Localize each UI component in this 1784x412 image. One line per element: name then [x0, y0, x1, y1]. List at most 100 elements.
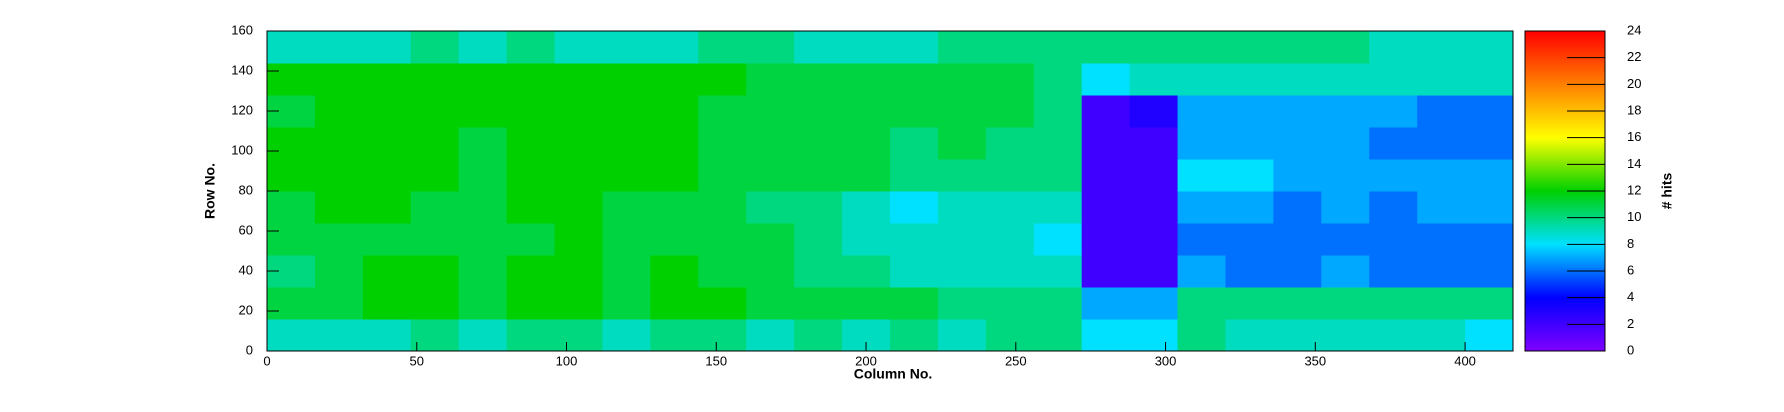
- heatmap-cell: [842, 31, 891, 64]
- heatmap-cell: [1177, 191, 1226, 224]
- heatmap-cell: [410, 255, 460, 288]
- heatmap-cell: [1321, 223, 1370, 256]
- x-tick-label: 250: [1005, 353, 1027, 368]
- heatmap-cell: [554, 191, 603, 224]
- heatmap-cell: [1225, 31, 1274, 64]
- heatmap-cell: [937, 287, 987, 320]
- heatmap-cell: [890, 63, 939, 96]
- heatmap-cell: [1465, 255, 1514, 288]
- heatmap-cell: [650, 255, 699, 288]
- heatmap-cell: [1033, 95, 1083, 128]
- heatmap-cell: [1273, 255, 1322, 288]
- heatmap-cell: [1417, 255, 1466, 288]
- heatmap-cell: [1273, 159, 1322, 192]
- heatmap-cell: [746, 255, 795, 288]
- heatmap-cell: [314, 159, 364, 192]
- heatmap-cell: [1417, 95, 1466, 128]
- heatmap-cell: [458, 223, 508, 256]
- heatmap-cell: [842, 255, 891, 288]
- heatmap-cell: [1417, 223, 1466, 256]
- z-axis-title: # hits: [1659, 173, 1675, 210]
- heatmap-cell: [1417, 31, 1466, 64]
- heatmap-cell: [410, 95, 460, 128]
- heatmap-cell: [1417, 287, 1466, 320]
- heatmap-cell: [554, 255, 603, 288]
- heatmap-cell: [890, 191, 939, 224]
- heatmap-cell: [602, 223, 651, 256]
- heatmap-cell: [698, 255, 747, 288]
- heatmap-cell: [267, 31, 316, 64]
- heatmap-cell: [890, 319, 939, 352]
- heatmap-cell: [794, 191, 843, 224]
- heatmap-cell: [314, 127, 364, 160]
- heatmap-cell: [314, 191, 364, 224]
- z-tick-label: 18: [1627, 102, 1641, 117]
- y-tick-label: 40: [239, 262, 253, 277]
- heatmap-cell: [410, 31, 460, 64]
- heatmap-cell: [602, 191, 651, 224]
- heatmap-cell: [650, 159, 699, 192]
- heatmap-cell: [1417, 319, 1466, 352]
- heatmap-cell: [362, 95, 412, 128]
- heatmap-cell: [746, 127, 795, 160]
- heatmap-cell: [554, 223, 603, 256]
- y-tick-label: 100: [231, 142, 253, 157]
- y-axis-title: Row No.: [202, 163, 218, 219]
- heatmap-cell: [698, 31, 747, 64]
- heatmap-cell: [1465, 223, 1514, 256]
- heatmap-cell: [1369, 63, 1418, 96]
- heatmap-cell: [1369, 319, 1418, 352]
- heatmap-cell: [1273, 223, 1322, 256]
- heatmap-cell: [890, 127, 939, 160]
- heatmap-cell: [842, 95, 891, 128]
- z-tick-label: 14: [1627, 156, 1641, 171]
- heatmap-cell: [1033, 255, 1083, 288]
- heatmap-cell: [698, 127, 747, 160]
- heatmap-cell: [554, 63, 603, 96]
- heatmap-cell: [362, 319, 412, 352]
- heatmap-cell: [1081, 287, 1131, 320]
- heatmap-cell: [1321, 127, 1370, 160]
- heatmap-cell: [937, 127, 987, 160]
- heatmap-cell: [267, 63, 316, 96]
- heatmap-cell: [1225, 223, 1274, 256]
- heatmap-cell: [1273, 31, 1322, 64]
- heatmap-cell: [1081, 127, 1131, 160]
- heatmap-cell: [1369, 287, 1418, 320]
- heatmap-cell: [842, 127, 891, 160]
- heatmap-cell: [937, 319, 987, 352]
- heatmap-cell: [267, 127, 316, 160]
- heatmap-cell: [458, 159, 508, 192]
- heatmap-cell: [842, 159, 891, 192]
- heatmap-cell: [1465, 287, 1514, 320]
- heatmap-cell: [890, 223, 939, 256]
- heatmap-cell: [410, 63, 460, 96]
- heatmap-cell: [506, 287, 556, 320]
- heatmap-cell: [1273, 95, 1322, 128]
- y-tick-label: 20: [239, 302, 253, 317]
- heatmap-cell: [602, 319, 651, 352]
- heatmap-cell: [602, 95, 651, 128]
- heatmap-cell: [985, 191, 1035, 224]
- heatmap-cell: [985, 95, 1035, 128]
- heatmap-cell: [458, 95, 508, 128]
- heatmap-cell: [746, 287, 795, 320]
- heatmap-cell: [458, 255, 508, 288]
- heatmap-cell: [1369, 95, 1418, 128]
- x-tick-label: 350: [1304, 353, 1326, 368]
- heatmap-cell: [458, 319, 508, 352]
- heatmap-cell: [985, 223, 1035, 256]
- heatmap-cell: [985, 31, 1035, 64]
- heatmap-cell: [458, 63, 508, 96]
- heatmap-cell: [937, 223, 987, 256]
- heatmap-cell: [1081, 159, 1131, 192]
- heatmap-cell: [1081, 63, 1131, 96]
- heatmap-cell: [506, 127, 556, 160]
- heatmap-cell: [506, 255, 556, 288]
- z-tick-label: 6: [1627, 262, 1634, 277]
- heatmap-cell: [1129, 127, 1179, 160]
- heatmap-cell: [698, 95, 747, 128]
- heatmap-cell: [554, 319, 603, 352]
- heatmap-cell: [1081, 95, 1131, 128]
